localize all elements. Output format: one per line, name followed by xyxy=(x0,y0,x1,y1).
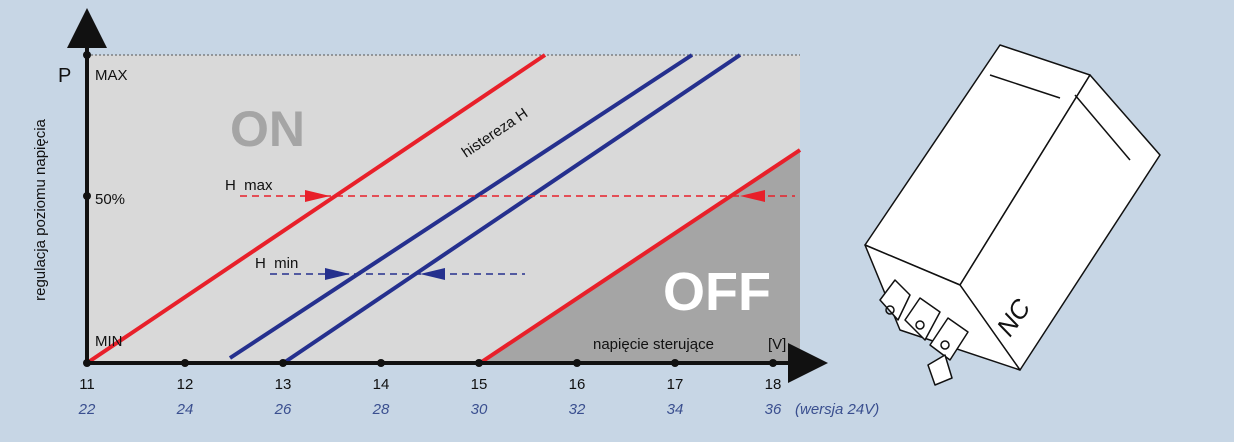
y-level: MAX xyxy=(95,67,128,84)
x-tick xyxy=(377,359,385,367)
x-note: (wersja 24V) xyxy=(795,401,879,418)
x-axis-label: napięcie sterujące xyxy=(593,336,714,353)
x-unit: [V] xyxy=(768,336,786,353)
x-tick-label-24v: 26 xyxy=(274,401,292,418)
x-tick-label-24v: 36 xyxy=(765,401,782,418)
y-symbol: P xyxy=(58,65,71,87)
x-tick-label: 18 xyxy=(765,376,782,393)
x-tick-label: 16 xyxy=(569,376,586,393)
diagram: ON OFF histereza H H max H min P MAX 50%… xyxy=(0,0,1234,442)
x-tick-label-24v: 24 xyxy=(176,401,194,418)
x-tick-label: 13 xyxy=(275,376,292,393)
y-axis-label: regulacja poziomu napięcia xyxy=(32,118,49,300)
axis-dot xyxy=(83,192,91,200)
x-tick-label: 17 xyxy=(667,376,684,393)
x-tick xyxy=(573,359,581,367)
axis-dot xyxy=(83,51,91,59)
x-tick xyxy=(671,359,679,367)
y-level: MIN xyxy=(95,333,123,350)
x-tick-label-24v: 30 xyxy=(471,401,488,418)
x-tick-label: 15 xyxy=(471,376,488,393)
x-tick xyxy=(279,359,287,367)
x-tick-label: 12 xyxy=(177,376,194,393)
x-tick xyxy=(769,359,777,367)
x-tick xyxy=(475,359,483,367)
x-tick xyxy=(83,359,91,367)
x-tick-label: 14 xyxy=(373,376,390,393)
x-tick-label-24v: 22 xyxy=(78,401,96,418)
x-tick-label: 11 xyxy=(79,376,95,393)
x-tick-label-24v: 34 xyxy=(667,401,684,418)
x-tick-label-24v: 32 xyxy=(569,401,586,418)
y-level: 50% xyxy=(95,191,125,208)
off-label: OFF xyxy=(663,262,771,322)
h-min-label: H min xyxy=(255,255,298,272)
h-max-label: H max xyxy=(225,177,273,194)
x-tick xyxy=(181,359,189,367)
on-label: ON xyxy=(230,101,305,157)
x-tick-label-24v: 28 xyxy=(372,401,390,418)
